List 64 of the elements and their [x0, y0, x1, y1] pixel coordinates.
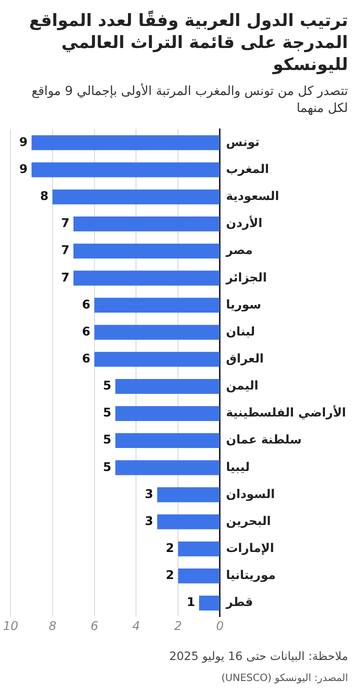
chart-title: ترتيب الدول العربية وفقًا لعدد المواقع المدرجة على قائمة التراث العالمي لليونسكو [28, 10, 348, 76]
data-label: 5 [102, 460, 112, 474]
bar [115, 406, 220, 421]
bar [157, 487, 220, 502]
bar [73, 270, 220, 286]
bar [52, 189, 220, 204]
bar [94, 298, 220, 313]
y-tick-label: الجزائر [224, 270, 267, 284]
y-tick-label: ليبيا [226, 460, 250, 474]
y-tick-label: موريتانيا [226, 568, 276, 582]
x-tick-label: 10 [2, 618, 19, 633]
y-tick-label: قطر [224, 595, 254, 610]
x-tick-label: 6 [90, 618, 99, 633]
y-tick-label: السعودية [226, 189, 280, 204]
y-tick-label: سوريا [226, 297, 262, 312]
text: ملاحظة: البيانات حتى 16 يوليو 2025 [168, 649, 348, 663]
bar [73, 216, 220, 232]
x-tick-label: 2 [174, 618, 182, 633]
y-tick-label: العراق [226, 351, 264, 366]
y-tick-label: البحرين [226, 514, 271, 528]
data-label: 3 [144, 486, 154, 501]
y-tick-label: تونس [226, 134, 260, 149]
data-label: 6 [82, 351, 90, 366]
data-label: 9 [19, 134, 28, 149]
y-tick-label: الأردن [226, 215, 262, 230]
data-label: 5 [102, 378, 112, 393]
data-label: 6 [82, 297, 90, 312]
y-tick-label: اليمن [226, 378, 258, 393]
bar [32, 162, 220, 178]
y-tick-label: لبنان [226, 324, 256, 338]
bar [115, 460, 220, 476]
bar [73, 244, 220, 258]
data-label: 2 [166, 541, 174, 556]
y-tick-label: مصر [224, 243, 253, 258]
text: المصدر: اليونسكو (UNESCO) [220, 673, 348, 684]
data-label: 2 [166, 568, 174, 582]
x-tick-label: 8 [48, 618, 57, 633]
y-tick-label: سلطنة عمان [226, 432, 302, 447]
x-tick-label: 0 [216, 618, 224, 633]
bar [115, 378, 220, 394]
y-tick-label: الإمارات [226, 541, 274, 556]
y-tick-label: السودان [226, 486, 275, 501]
data-label: 8 [40, 189, 49, 204]
chart-subtitle: تتصدر كل من تونس والمغرب المرتبة الأولى بإجمالي 9 مواقع لكل منهما [30, 82, 348, 116]
data-label: 5 [102, 432, 112, 447]
data-label: 9 [19, 162, 28, 176]
data-label: 7 [61, 216, 70, 230]
y-tick-label: المغرب [226, 162, 269, 176]
x-tick-label: 4 [132, 618, 140, 633]
bar [157, 514, 220, 530]
y-tick-label: الأراضي الفلسطينية [226, 404, 346, 420]
data-label: 7 [61, 243, 70, 258]
bar [94, 324, 220, 340]
data-label: 1 [186, 595, 196, 610]
bar [94, 352, 220, 367]
data-label: 7 [61, 270, 70, 284]
bar [115, 433, 220, 448]
data-label: 3 [144, 514, 154, 528]
data-label: 5 [102, 406, 112, 420]
bar [178, 541, 220, 556]
bar [32, 135, 220, 150]
data-label: 6 [82, 324, 90, 338]
bar [199, 596, 220, 611]
bar [178, 568, 220, 584]
